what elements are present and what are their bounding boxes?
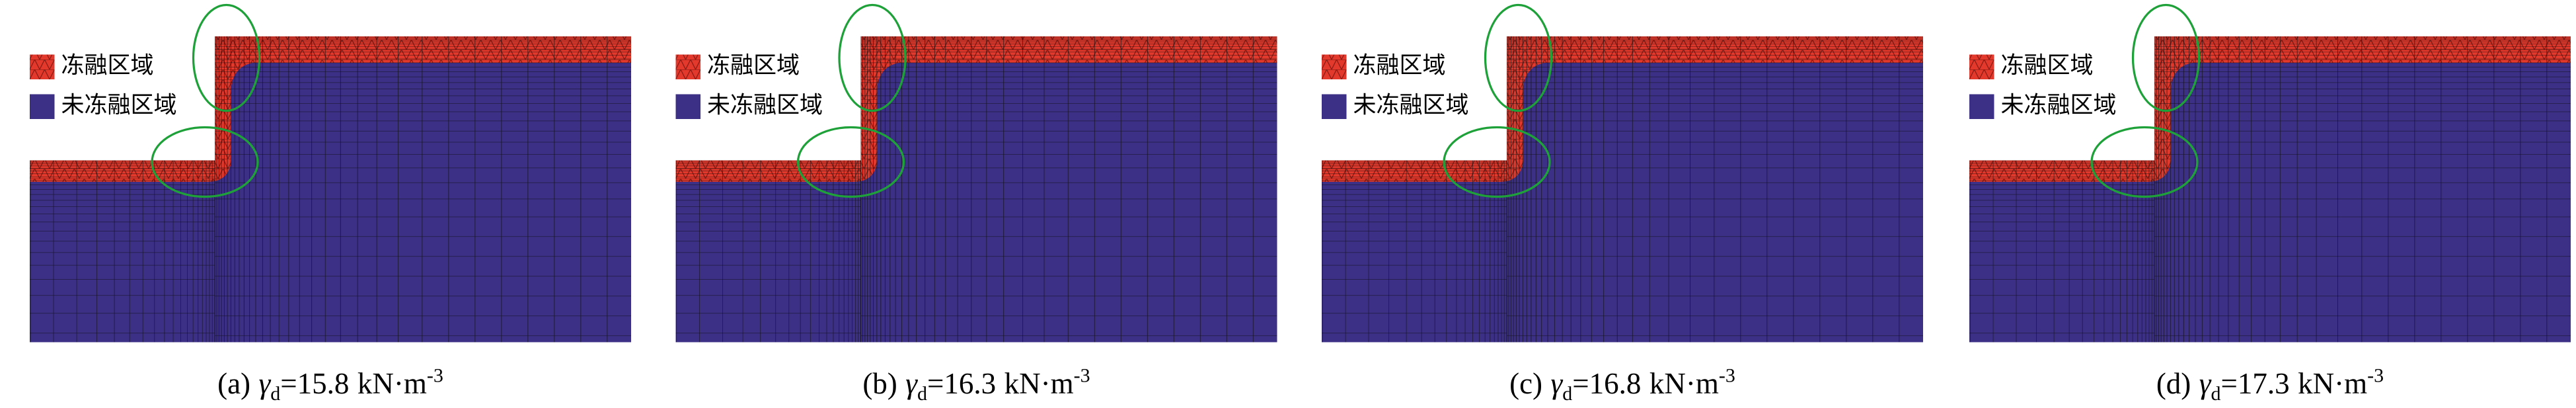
caption-value: 17.3	[2238, 367, 2290, 400]
caption-unit: kN·m	[1004, 367, 1074, 400]
caption-unit: kN·m	[1649, 367, 1719, 400]
caption-subscript: d	[1562, 383, 1572, 405]
legend-label: 冻融区域	[707, 53, 800, 79]
caption-relation: =	[280, 367, 297, 400]
caption: (c) γd=16.8 kN·m-3	[1509, 365, 1735, 405]
frozen-region	[675, 36, 1277, 182]
caption-subscript: d	[270, 383, 280, 405]
caption-exponent: -3	[1719, 365, 1735, 387]
caption-symbol: γ	[2199, 367, 2212, 400]
caption-symbol: γ	[259, 367, 272, 400]
caption-value: 16.3	[944, 367, 996, 400]
highlight-ellipse	[796, 126, 905, 198]
caption-exponent: -3	[1074, 365, 1090, 387]
legend-label: 冻融区域	[2001, 53, 2094, 79]
legend-label: 冻融区域	[61, 53, 154, 79]
mesh	[30, 36, 631, 343]
highlight-ellipse	[192, 3, 261, 112]
legend-swatch	[1322, 54, 1347, 79]
legend-label: 冻融区域	[1353, 53, 1446, 79]
caption-subscript: d	[917, 383, 927, 405]
highlight-ellipse	[838, 3, 907, 112]
caption-label: (b)	[862, 367, 897, 400]
caption-symbol: γ	[1551, 367, 1564, 400]
caption: (a) γd=15.8 kN·m-3	[217, 365, 443, 405]
caption-relation: =	[2221, 367, 2238, 400]
legend-label: 未冻融区域	[707, 93, 823, 118]
frozen-region	[1322, 36, 1923, 182]
caption-symbol: γ	[905, 367, 918, 400]
caption: (d) γd=17.3 kN·m-3	[2156, 365, 2384, 405]
caption-unit: kN·m	[2298, 367, 2367, 400]
highlight-ellipse	[2090, 126, 2199, 198]
caption-subscript: d	[2211, 383, 2221, 405]
legend-swatch	[1969, 94, 1994, 119]
caption-exponent: -3	[2367, 365, 2384, 387]
legend-label: 未冻融区域	[61, 93, 177, 118]
legend-label: 未冻融区域	[2001, 93, 2117, 118]
highlight-ellipse	[151, 126, 259, 198]
legend-swatch	[30, 54, 55, 79]
caption-value: 15.8	[297, 367, 350, 400]
caption-relation: =	[927, 367, 944, 400]
caption-label: (a)	[217, 367, 250, 400]
highlight-ellipse	[2131, 3, 2201, 112]
caption-relation: =	[1572, 367, 1589, 400]
legend-swatch	[675, 94, 701, 119]
caption-label: (c)	[1509, 367, 1542, 400]
mesh	[1322, 36, 1923, 343]
frozen-region	[1969, 36, 2571, 182]
highlight-ellipse	[1443, 126, 1551, 198]
legend-swatch	[1969, 54, 1994, 79]
caption-value: 16.8	[1589, 367, 1642, 400]
caption: (b) γd=16.3 kN·m-3	[862, 365, 1090, 405]
legend-swatch	[30, 94, 55, 119]
frozen-region	[30, 36, 631, 182]
legend-label: 未冻融区域	[1353, 93, 1469, 118]
mesh	[1969, 36, 2571, 343]
caption-unit: kN·m	[358, 367, 427, 400]
mesh	[675, 36, 1277, 343]
caption-label: (d)	[2156, 367, 2191, 400]
legend-swatch	[675, 54, 701, 79]
highlight-ellipse	[1484, 3, 1553, 112]
legend-swatch	[1322, 94, 1347, 119]
caption-exponent: -3	[427, 365, 443, 387]
